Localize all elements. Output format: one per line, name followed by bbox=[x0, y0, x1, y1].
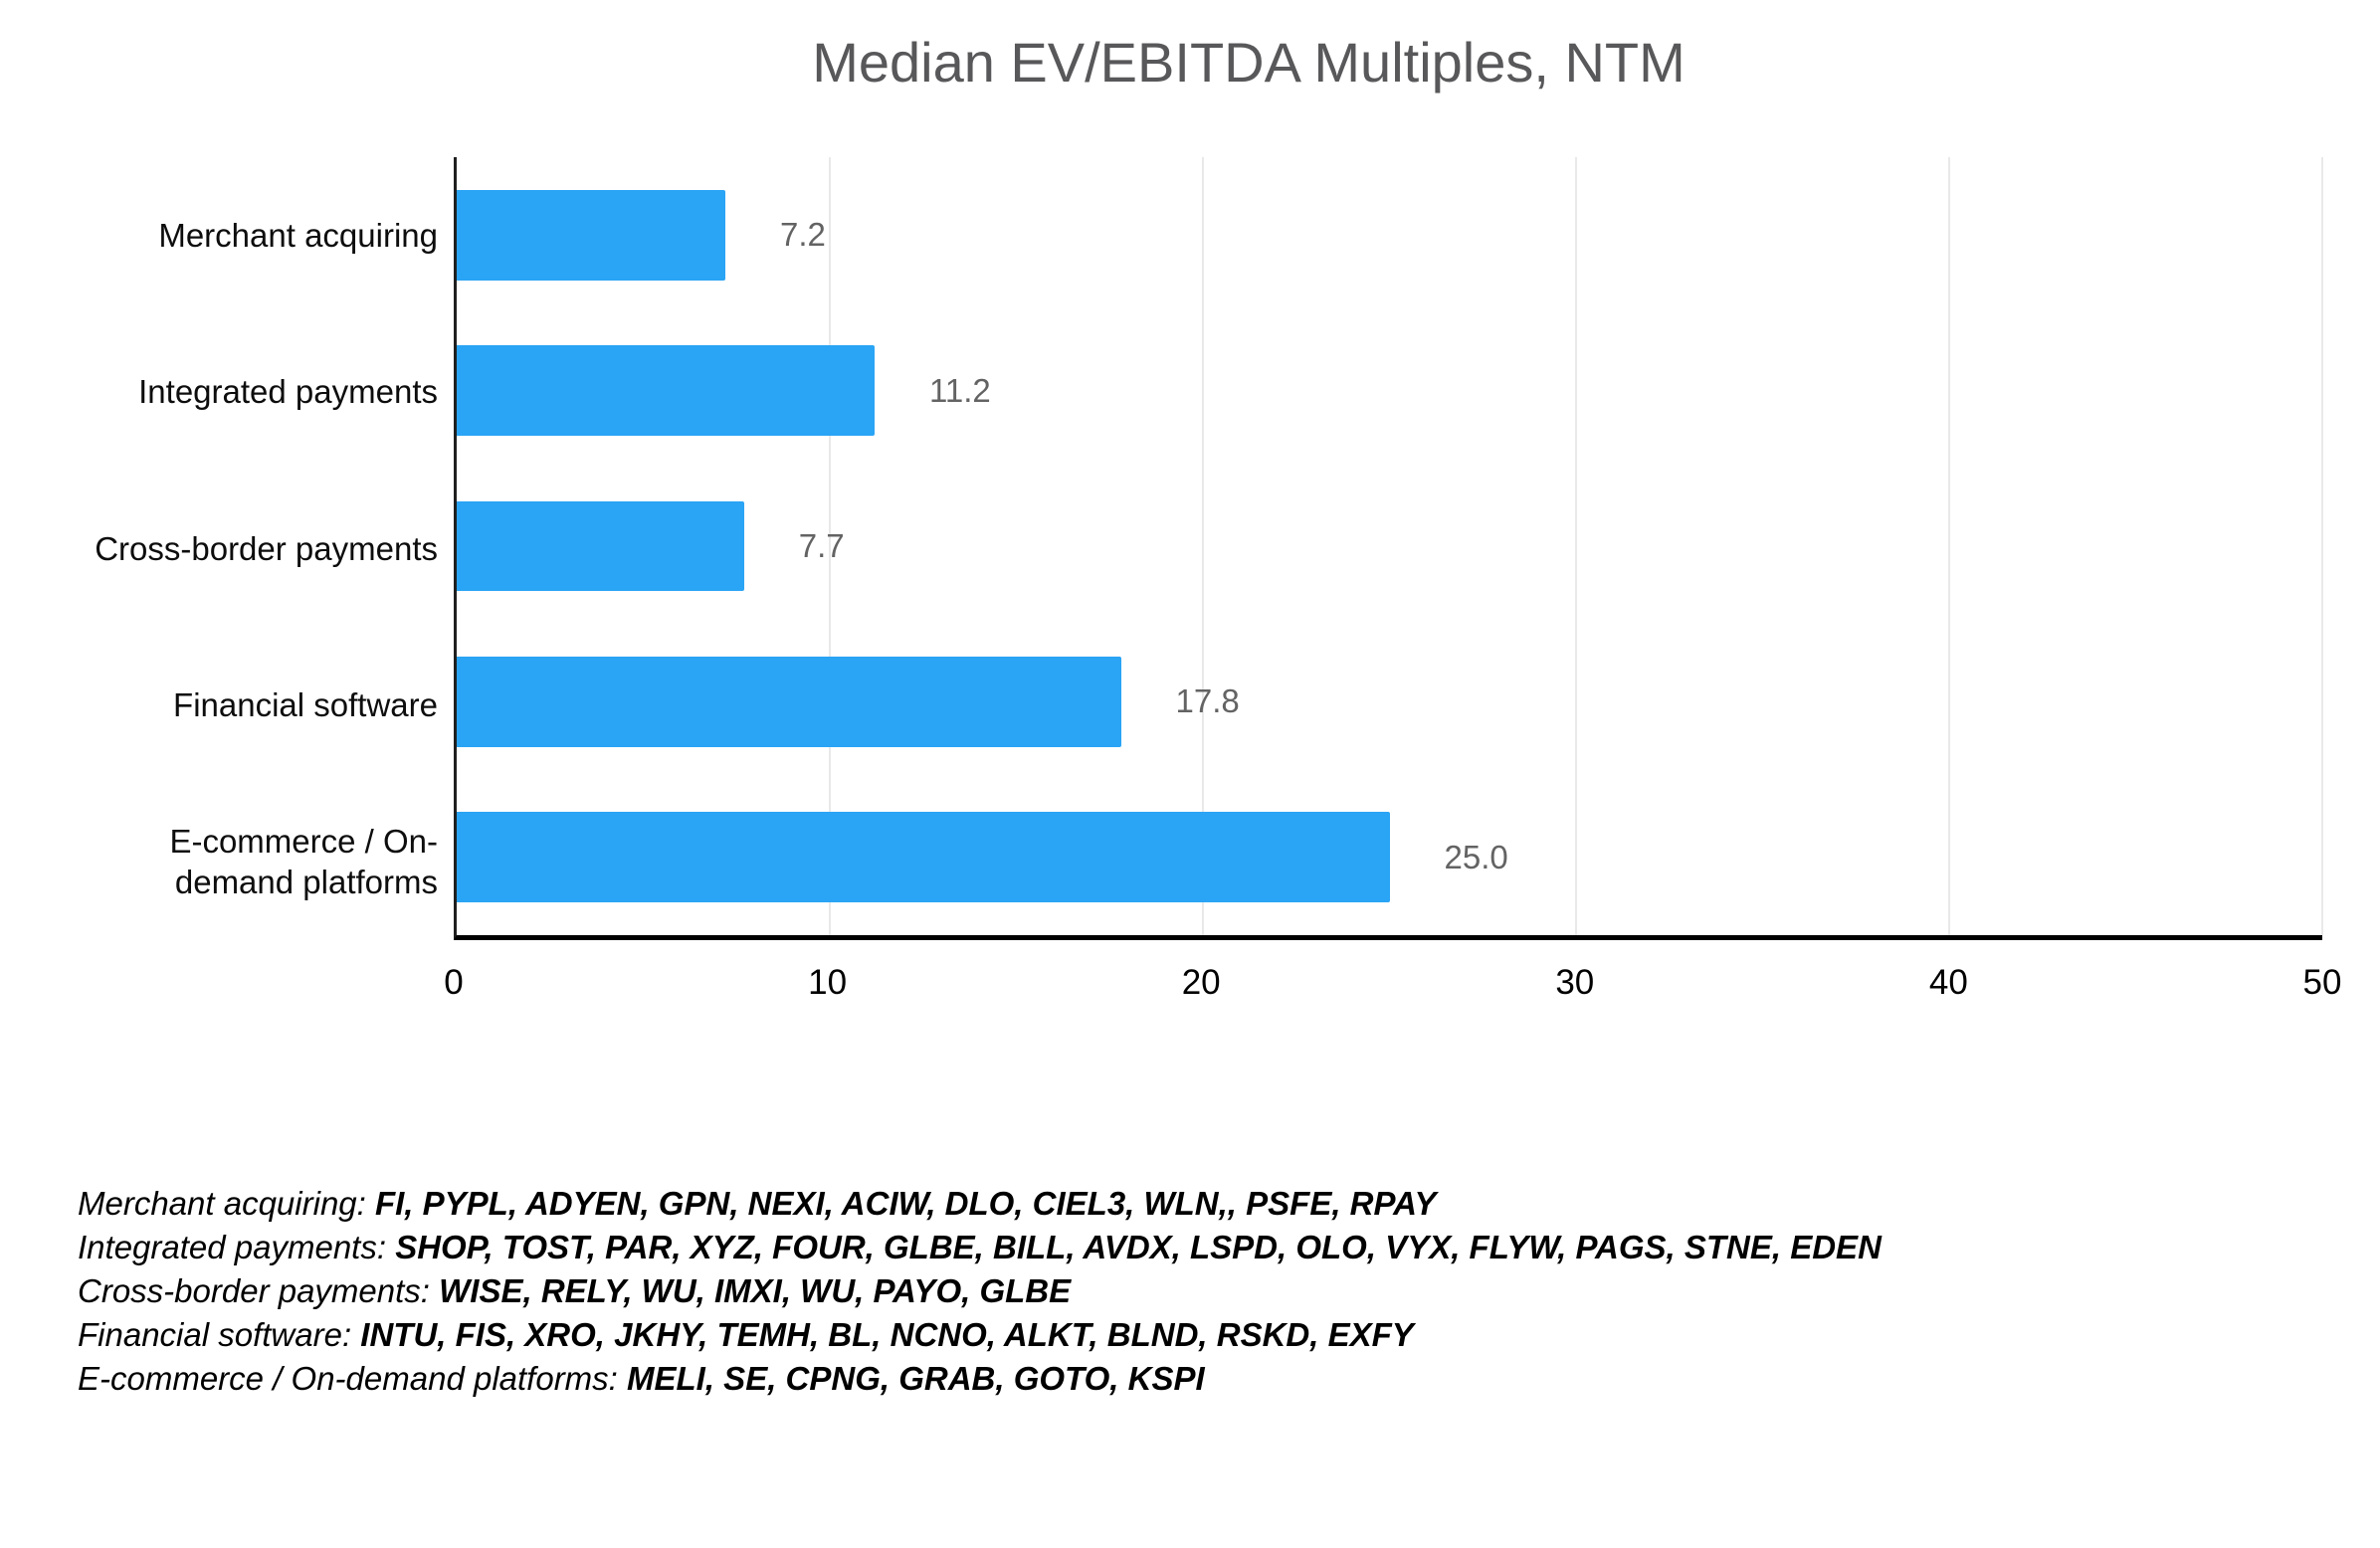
footnote-category: Integrated payments: bbox=[78, 1229, 396, 1265]
chart-bar bbox=[457, 500, 744, 592]
bar-value-label: 7.7 bbox=[798, 526, 845, 564]
x-axis-tick-label: 0 bbox=[444, 963, 464, 1002]
chart-bar bbox=[457, 345, 875, 436]
bar-value-label: 7.2 bbox=[780, 216, 826, 254]
y-axis-category-label: Merchant acquiring bbox=[158, 217, 438, 255]
footnote-line: E-commerce / On-demand platforms: MELI, … bbox=[78, 1357, 2326, 1401]
footnote-line: Integrated payments: SHOP, TOST, PAR, XY… bbox=[78, 1226, 2326, 1269]
plot-area: 7.2 11.2 7.7 17.8 25.0 bbox=[454, 157, 2323, 940]
footnote-tickers: INTU, FIS, XRO, JKHY, TEMH, BL, NCNO, AL… bbox=[360, 1316, 1414, 1353]
footnote-tickers: WISE, RELY, WU, IMXI, WU, PAYO, GLBE bbox=[439, 1272, 1072, 1309]
bar-row: 25.0 bbox=[457, 780, 2322, 935]
footnote-line: Cross-border payments: WISE, RELY, WU, I… bbox=[78, 1269, 2326, 1313]
chart-title: Median EV/EBITDA Multiples, NTM bbox=[812, 31, 1686, 94]
y-axis-category-label: Integrated payments bbox=[138, 373, 438, 411]
gridline bbox=[829, 157, 831, 935]
x-axis-tick-label: 10 bbox=[808, 963, 848, 1002]
x-axis-tick-label: 50 bbox=[2302, 963, 2342, 1002]
footnote-category: Cross-border payments: bbox=[78, 1272, 440, 1309]
gridline bbox=[1575, 157, 1577, 935]
bar-value-label: 25.0 bbox=[1444, 838, 1508, 875]
footnote-tickers: SHOP, TOST, PAR, XYZ, FOUR, GLBE, BILL, … bbox=[395, 1229, 1882, 1265]
footnote-line: Financial software: INTU, FIS, XRO, JKHY… bbox=[78, 1313, 2326, 1357]
gridline bbox=[1948, 157, 1950, 935]
x-axis-tick-label: 30 bbox=[1555, 963, 1595, 1002]
bar-row: 7.2 bbox=[457, 157, 2322, 312]
chart-bar bbox=[457, 812, 1390, 903]
gridline bbox=[1202, 157, 1204, 935]
footnote-category: Merchant acquiring: bbox=[78, 1185, 375, 1222]
y-axis-category-label: Financial software bbox=[173, 686, 438, 724]
footnotes: Merchant acquiring: FI, PYPL, ADYEN, GPN… bbox=[78, 1182, 2326, 1401]
gridline bbox=[2321, 157, 2323, 935]
x-axis-tick-label: 20 bbox=[1181, 963, 1221, 1002]
chart-bar bbox=[457, 189, 725, 281]
chart-bar bbox=[457, 657, 1121, 747]
x-axis-tick-label: 40 bbox=[1928, 963, 1968, 1002]
footnote-tickers: MELI, SE, CPNG, GRAB, GOTO, KSPI bbox=[627, 1360, 1205, 1397]
y-axis-category-labels: Merchant acquiring Integrated payments Cro… bbox=[50, 157, 438, 940]
bar-row: 17.8 bbox=[457, 624, 2322, 779]
x-axis-tick-labels: 0 10 20 30 40 50 bbox=[444, 963, 2341, 1013]
bar-row: 7.7 bbox=[457, 469, 2322, 624]
footnote-line: Merchant acquiring: FI, PYPL, ADYEN, GPN… bbox=[78, 1182, 2326, 1226]
footnote-tickers: FI, PYPL, ADYEN, GPN, NEXI, ACIW, DLO, C… bbox=[374, 1185, 1437, 1222]
bar-row: 11.2 bbox=[457, 312, 2322, 468]
bar-value-label: 17.8 bbox=[1175, 682, 1240, 720]
footnote-category: Financial software: bbox=[78, 1316, 361, 1353]
y-axis-category-label: E-commerce / On- demand platforms bbox=[169, 823, 438, 901]
bar-value-label: 11.2 bbox=[929, 371, 991, 409]
footnote-category: E-commerce / On-demand platforms: bbox=[78, 1360, 628, 1397]
y-axis-category-label: Cross-border payments bbox=[95, 529, 438, 567]
